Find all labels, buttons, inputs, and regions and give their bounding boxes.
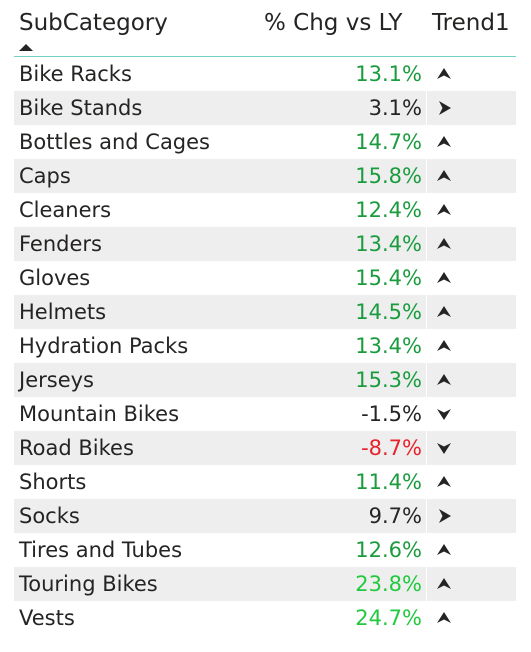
down-icon (435, 440, 453, 456)
up-icon (435, 610, 453, 626)
up-icon (435, 66, 453, 82)
up-icon (435, 372, 453, 388)
pct-chg-cell: 23.8% (355, 572, 422, 596)
pct-chg-cell: 3.1% (368, 96, 422, 120)
table-row[interactable]: Hydration Packs 13.4% (14, 329, 516, 363)
subcategory-cell: Tires and Tubes (19, 538, 183, 562)
subcategory-cell: Cleaners (19, 198, 112, 222)
pct-chg-cell: 15.4% (355, 266, 422, 290)
subcategory-cell: Hydration Packs (19, 334, 189, 358)
table-row[interactable]: Jerseys 15.3% (14, 363, 516, 397)
subcategory-table: SubCategory % Chg vs LY Trend1 Bike Rack… (14, 0, 516, 635)
table-row[interactable]: Helmets 14.5% (14, 295, 516, 329)
table-row[interactable]: Tires and Tubes 12.6% (14, 533, 516, 567)
column-divider (426, 193, 427, 227)
pct-chg-cell: -8.7% (361, 436, 422, 460)
table-row[interactable]: Shorts 11.4% (14, 465, 516, 499)
pct-chg-cell: 13.4% (355, 334, 422, 358)
table-row[interactable]: Touring Bikes 23.8% (14, 567, 516, 601)
pct-chg-column-header[interactable]: % Chg vs LY (264, 10, 403, 36)
table-row[interactable]: Bike Stands 3.1% (14, 91, 516, 125)
up-icon (435, 168, 453, 184)
right-icon (435, 100, 453, 116)
column-divider (426, 91, 427, 125)
subcategory-cell: Jerseys (19, 368, 94, 392)
column-divider (426, 295, 427, 329)
pct-chg-cell: 11.4% (355, 470, 422, 494)
subcategory-cell: Bottles and Cages (19, 130, 210, 154)
subcategory-cell: Gloves (19, 266, 91, 290)
table-row[interactable]: Bottles and Cages 14.7% (14, 125, 516, 159)
table-row[interactable]: Cleaners 12.4% (14, 193, 516, 227)
column-divider (426, 431, 427, 465)
up-icon (435, 304, 453, 320)
table-row[interactable]: Caps 15.8% (14, 159, 516, 193)
pct-chg-cell: 12.6% (355, 538, 422, 562)
pct-chg-cell: 24.7% (355, 606, 422, 630)
pct-chg-cell: -1.5% (361, 402, 422, 426)
column-divider (426, 227, 427, 261)
table-body: Bike Racks 13.1% Bike Stands 3.1% Bottles an… (14, 57, 516, 635)
subcategory-cell: Helmets (19, 300, 107, 324)
pct-chg-cell: 13.4% (355, 232, 422, 256)
table-row[interactable]: Gloves 15.4% (14, 261, 516, 295)
up-icon (435, 576, 453, 592)
column-divider (426, 363, 427, 397)
column-divider (426, 601, 427, 635)
column-divider (426, 397, 427, 431)
down-icon (435, 406, 453, 422)
pct-chg-cell: 14.5% (355, 300, 422, 324)
subcategory-column-header[interactable]: SubCategory (19, 10, 168, 36)
subcategory-cell: Shorts (19, 470, 87, 494)
trend-column-header[interactable]: Trend1 (432, 10, 510, 36)
table-header: SubCategory % Chg vs LY Trend1 (14, 0, 516, 57)
subcategory-cell: Mountain Bikes (19, 402, 180, 426)
up-icon (435, 236, 453, 252)
column-divider (426, 57, 427, 91)
column-divider (426, 261, 427, 295)
up-icon (435, 474, 453, 490)
pct-chg-cell: 9.7% (368, 504, 422, 528)
subcategory-cell: Bike Stands (19, 96, 143, 120)
sort-ascending-icon[interactable] (19, 44, 33, 51)
column-divider (426, 329, 427, 363)
pct-chg-cell: 12.4% (355, 198, 422, 222)
subcategory-cell: Fenders (19, 232, 102, 256)
column-divider (426, 567, 427, 601)
table-row[interactable]: Vests 24.7% (14, 601, 516, 635)
column-divider (426, 499, 427, 533)
up-icon (435, 270, 453, 286)
table-row[interactable]: Mountain Bikes -1.5% (14, 397, 516, 431)
table-row[interactable]: Fenders 13.4% (14, 227, 516, 261)
subcategory-cell: Caps (19, 164, 71, 188)
right-icon (435, 508, 453, 524)
table-row[interactable]: Road Bikes -8.7% (14, 431, 516, 465)
subcategory-cell: Road Bikes (19, 436, 134, 460)
column-divider (426, 533, 427, 567)
up-icon (435, 202, 453, 218)
up-icon (435, 134, 453, 150)
pct-chg-cell: 13.1% (355, 62, 422, 86)
table-row[interactable]: Bike Racks 13.1% (14, 57, 516, 91)
up-icon (435, 542, 453, 558)
column-divider (426, 159, 427, 193)
table-row[interactable]: Socks 9.7% (14, 499, 516, 533)
pct-chg-cell: 15.3% (355, 368, 422, 392)
subcategory-cell: Socks (19, 504, 80, 528)
column-divider (426, 465, 427, 499)
subcategory-cell: Bike Racks (19, 62, 132, 86)
subcategory-cell: Vests (19, 606, 75, 630)
pct-chg-cell: 15.8% (355, 164, 422, 188)
up-icon (435, 338, 453, 354)
pct-chg-cell: 14.7% (355, 130, 422, 154)
column-divider (426, 125, 427, 159)
subcategory-cell: Touring Bikes (19, 572, 158, 596)
